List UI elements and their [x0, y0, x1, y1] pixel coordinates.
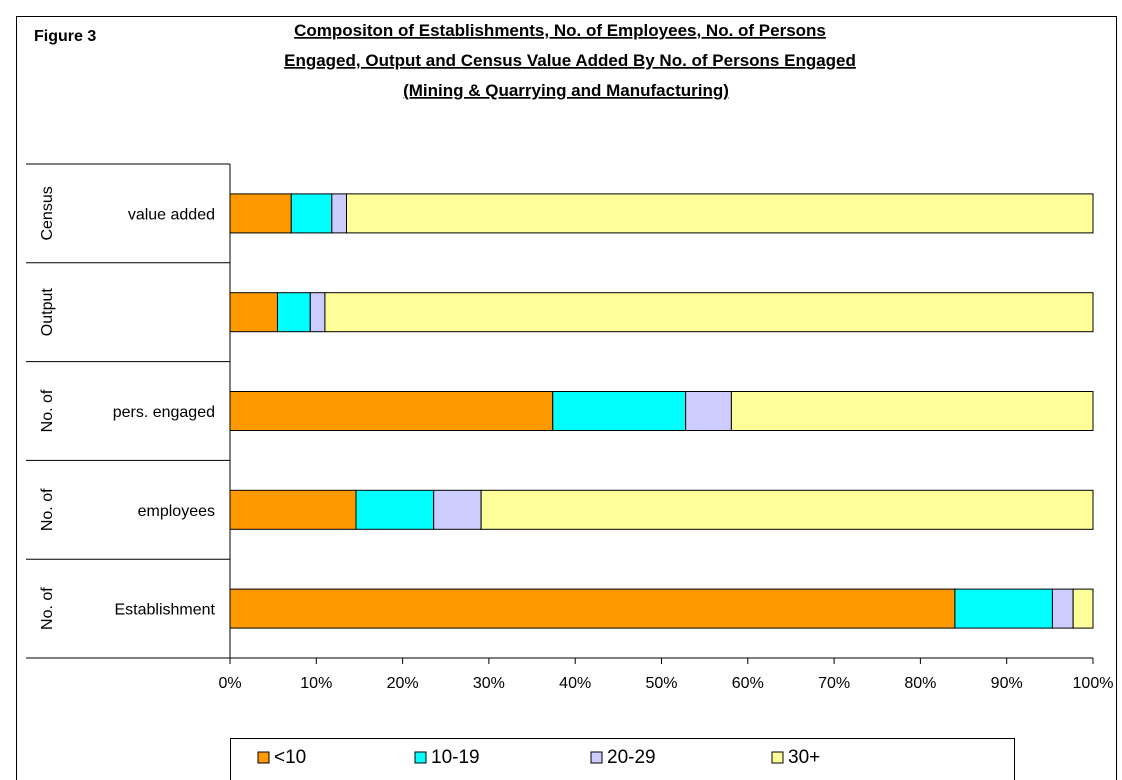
bar-segment [331, 193, 347, 234]
category-group-label: No. of [39, 488, 56, 531]
bar-segment [433, 489, 482, 530]
bar-segment [346, 193, 1094, 234]
value-tick-label: 100% [1073, 675, 1114, 692]
chart-title-line-1: Compositon of Establishments, No. of Emp… [294, 21, 826, 40]
bar-segment [1051, 588, 1074, 629]
category-label: pers. engaged [113, 404, 215, 421]
legend-label: 30+ [788, 747, 820, 768]
bar-segment [1072, 588, 1094, 629]
value-tick-label: 90% [991, 675, 1023, 692]
bar-segment [290, 193, 333, 234]
legend-swatch [590, 751, 603, 764]
value-tick-label: 10% [300, 675, 332, 692]
figure-label: Figure 3 [34, 28, 96, 45]
legend-label: 20-29 [607, 747, 656, 768]
bar-segment [229, 588, 956, 629]
category-label: value added [128, 206, 215, 223]
value-tick-label: 80% [904, 675, 936, 692]
chart-title-line-3: (Mining & Quarrying and Manufacturing) [403, 81, 729, 100]
legend-label: 10-19 [431, 747, 480, 768]
legend: <10 10-19 20-29 30+ [230, 738, 1015, 780]
category-label: Establishment [115, 602, 216, 619]
bar-segment [229, 193, 292, 234]
chart-title-line-2: Engaged, Output and Census Value Added B… [284, 51, 856, 70]
category-group-label: Output [39, 288, 56, 337]
bar-segment [276, 292, 311, 333]
bar-segment [355, 489, 435, 530]
value-tick-label: 0% [218, 675, 241, 692]
legend-swatch [414, 751, 427, 764]
bar-segment [480, 489, 1094, 530]
legend-label: <10 [274, 747, 306, 768]
bar-segment [229, 489, 357, 530]
value-tick-label: 60% [732, 675, 764, 692]
bar-segment [309, 292, 326, 333]
value-tick-label: 20% [387, 675, 419, 692]
legend-box [230, 738, 1015, 780]
category-axis: Census value added Output No. of pers. engag… [26, 163, 231, 659]
legend-swatch [257, 751, 270, 764]
bar-segment [229, 391, 554, 431]
category-group-label: No. of [39, 587, 56, 630]
bar-segment [229, 292, 278, 333]
legend-swatch [771, 751, 784, 764]
bar-segment [954, 588, 1053, 629]
bar-segment [552, 391, 687, 431]
value-tick-label: 40% [559, 675, 591, 692]
bar-segment [730, 391, 1094, 431]
value-tick-label: 50% [645, 675, 677, 692]
value-tick-label: 70% [818, 675, 850, 692]
value-axis: 0% 10% 20% 30% 40% 50% 60% 70% 80% 90% 100% [218, 657, 1114, 692]
category-label: employees [138, 503, 215, 520]
bar-segment [685, 391, 732, 431]
bar-segment [324, 292, 1094, 333]
category-group-label: No. of [39, 389, 56, 432]
value-tick-label: 30% [473, 675, 505, 692]
bars [229, 193, 1094, 629]
category-group-label: Census [39, 186, 56, 240]
